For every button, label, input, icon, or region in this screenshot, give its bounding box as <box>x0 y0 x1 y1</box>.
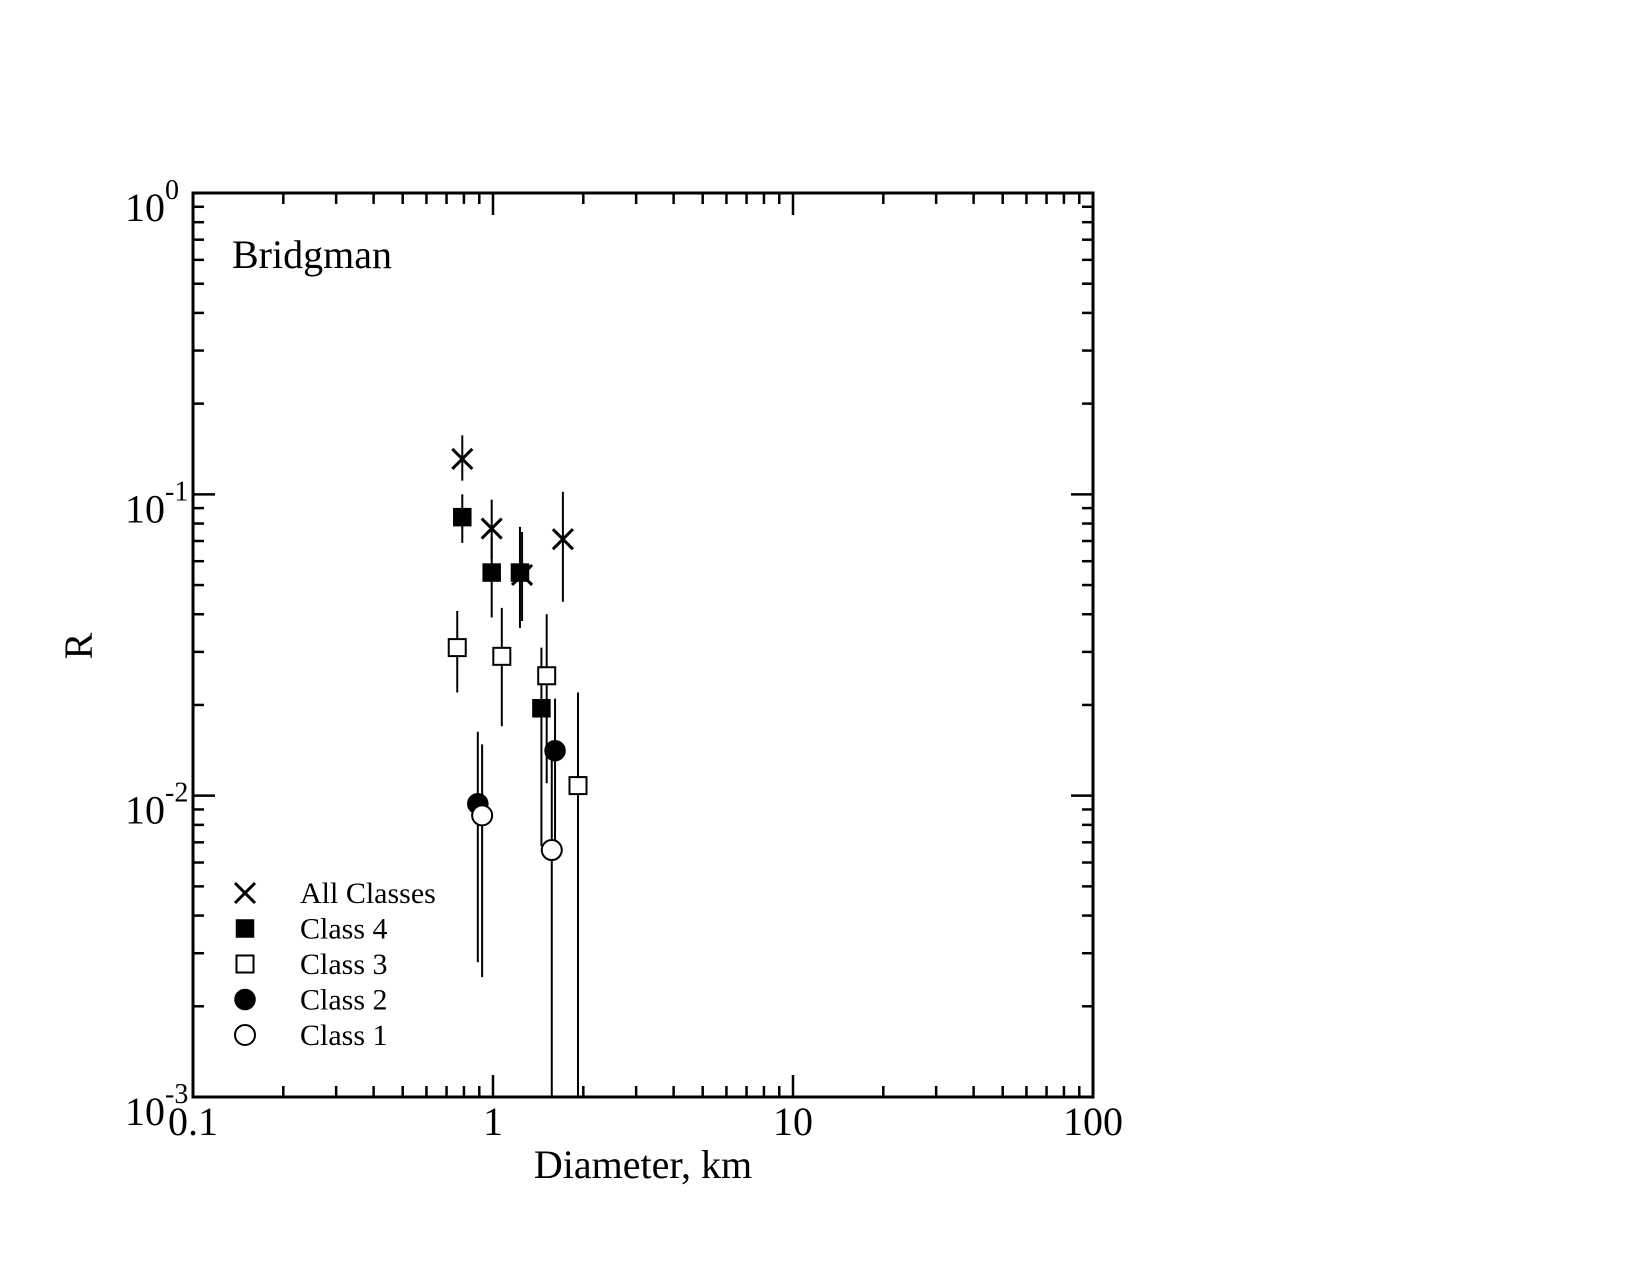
y-tick-label-exponent: -2 <box>165 778 188 809</box>
data-point <box>480 517 503 540</box>
data-point <box>492 646 512 666</box>
data-point <box>532 699 551 718</box>
series-filled-square <box>453 494 551 847</box>
data-point <box>537 666 557 686</box>
y-tick-label-exponent: -3 <box>165 1079 188 1110</box>
legend-label: Class 2 <box>300 984 388 1017</box>
legend-marker <box>233 881 257 905</box>
y-tick-label-exponent: 0 <box>165 175 179 206</box>
legend-label: Class 3 <box>300 948 388 981</box>
y-axis-label: R <box>56 632 101 659</box>
data-point <box>447 638 467 658</box>
x-tick-label: 0.1 <box>168 1099 218 1144</box>
legend-label: All Classes <box>300 877 436 910</box>
data-point <box>451 447 474 471</box>
series-open-circle <box>471 740 563 1097</box>
y-tick-label-base: 10 <box>125 788 165 833</box>
series-x <box>451 435 574 621</box>
y-tick-label-base: 10 <box>125 1089 165 1134</box>
legend-label: Class 1 <box>300 1019 388 1052</box>
x-tick-label: 100 <box>1063 1099 1123 1144</box>
legend-marker <box>234 988 256 1011</box>
data-point <box>551 528 574 551</box>
series-open-square <box>447 607 588 1097</box>
data-point <box>510 563 530 582</box>
series-group <box>447 435 588 1097</box>
legend-label: Class 4 <box>300 913 388 946</box>
x-tick-label: 10 <box>773 1099 813 1144</box>
x-axis-label: Diameter, km <box>534 1142 752 1187</box>
legend-marker <box>234 1024 256 1046</box>
x-tick-label: 1 <box>483 1099 503 1144</box>
data-point <box>544 739 566 762</box>
plot-frame <box>191 191 1095 1099</box>
legend-marker <box>235 919 255 938</box>
chart-annotation: Bridgman <box>232 232 392 277</box>
y-tick-label-exponent: -1 <box>165 476 188 507</box>
legend-marker <box>235 954 255 974</box>
y-tick-label-base: 10 <box>125 185 165 230</box>
data-point <box>471 804 494 827</box>
y-tick-label-base: 10 <box>125 486 165 531</box>
data-point <box>482 563 501 582</box>
data-point <box>568 776 588 796</box>
data-point <box>453 507 472 527</box>
data-point <box>540 839 563 862</box>
